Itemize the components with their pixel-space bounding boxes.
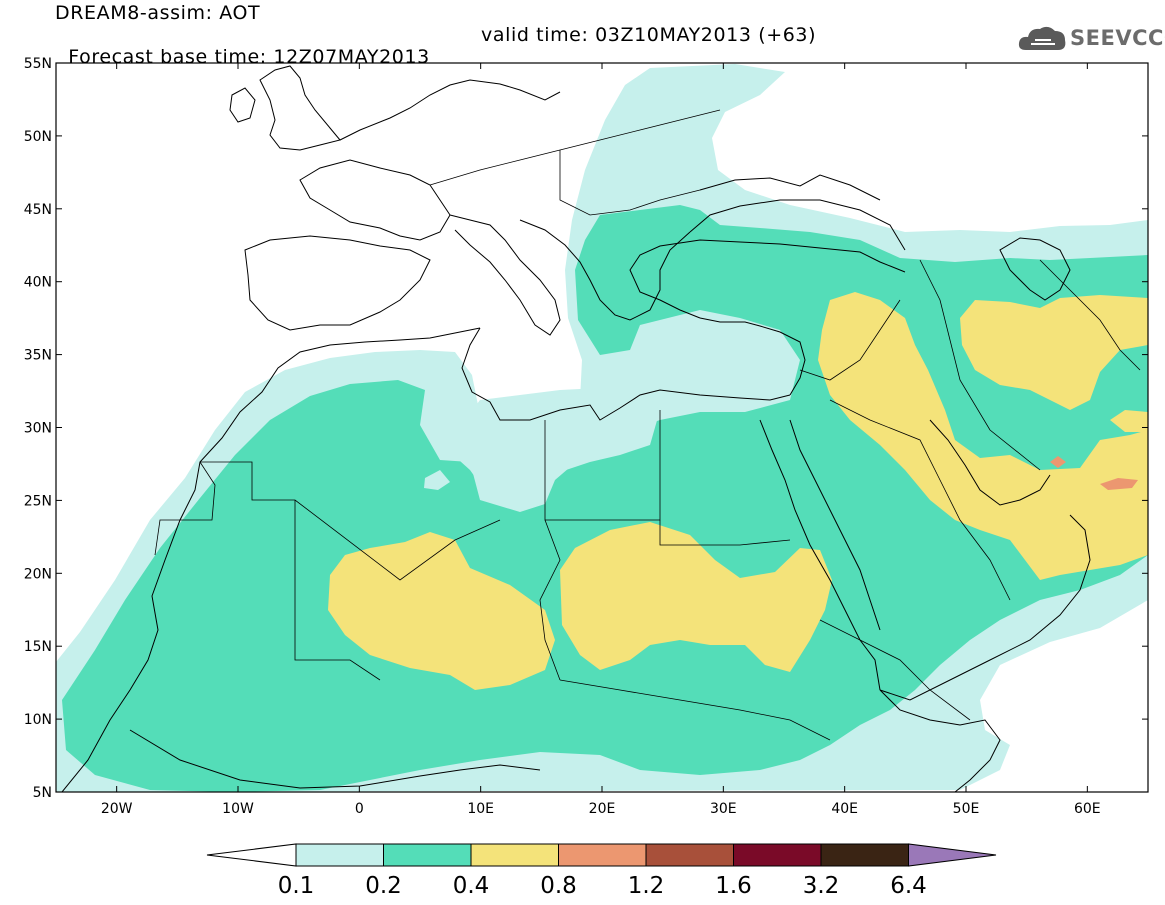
border-libya-egypt [544,410,661,521]
seevccc-logo: SEEVCCC [1018,22,1165,56]
coast-north-europe [339,79,561,141]
aot-field-0.8-a [1050,456,1066,468]
lat-label: 55N [24,56,52,72]
coast-italy [449,214,561,336]
colorbar-under-triangle [206,843,297,867]
aot-field-0.1-west [424,470,450,490]
colorbar-label: 0.8 [540,873,577,899]
lon-label: 50E [953,801,980,817]
aot-field-0.4-iran [960,295,1148,410]
cloud-icon [1018,26,1066,50]
border-mali-niger [294,500,381,681]
lat-label: 35N [24,348,52,364]
lat-label: 40N [24,275,52,291]
coast-africa-west [61,327,481,792]
colorbar-label: 3.2 [803,873,840,899]
lon-label: 10W [222,801,254,817]
coast-black-sea [689,199,906,251]
logo-text: SEEVCCC [1070,26,1165,50]
lon-label: 20E [589,801,616,817]
colorbar-segment [733,843,822,867]
coast-uk [259,65,341,151]
lat-label: 20N [24,566,52,582]
aot-fields [56,64,1148,792]
lat-label: 30N [24,421,52,437]
coast-turkey [629,239,906,319]
colorbar-label: 0.2 [365,873,402,899]
coast-maghreb [461,327,791,421]
colorbar-segment [645,843,734,867]
coast-black-sea-north [699,174,881,201]
border-saudi [829,399,1011,601]
border-central-africa [559,679,831,741]
border-afghanistan [1039,259,1141,371]
colorbar-over-triangle [908,843,997,867]
aot-field-0.4-sahel-central [560,522,832,672]
border-iran [919,259,1041,471]
map-title: DREAM8-assim: AOT [55,2,261,24]
colorbar-label: 1.6 [715,873,752,899]
border-chad [539,519,561,681]
lon-label: 60E [1074,801,1101,817]
colorbar: 0.1 0.2 0.4 0.8 1.2 1.6 3.2 6.4 [206,843,997,899]
coast-gulf-guinea [129,729,541,789]
border-mauritania [154,461,216,556]
lon-label: 10E [467,801,494,817]
border-ethiopia [819,619,971,721]
aot-field-0.4-arabia-east [1110,410,1148,432]
valid-time: valid time: 03Z10MAY2013 (+63) [481,24,817,46]
lat-label: 25N [24,493,52,509]
lon-ticks: 20W 10W 0 10E 20E 30E 40E 50E 60E [101,63,1101,817]
aot-field-0.1-libya [450,388,660,505]
lon-label: 30E [710,801,737,817]
coast-red-sea-east [789,419,881,631]
lat-label: 5N [33,785,52,801]
borders [154,109,1141,741]
colorbar-label: 0.1 [278,873,315,899]
coast-red-sea-west [759,419,881,691]
coast-france [299,159,451,241]
colorbar-label: 1.2 [628,873,665,899]
border-iraq [799,299,901,381]
border-east-europe [559,150,701,216]
lat-ticks: 55N 50N 45N 40N 35N 30N 25N 20N 15N 10N 5N [24,56,1148,801]
lat-label: 10N [24,712,52,728]
aot-field-0.4-arabia [818,292,1148,580]
coast-persian-gulf [929,419,1051,506]
lon-label: 0 [355,801,364,817]
aot-field-0.4-sahel-west [328,532,555,690]
lat-label: 50N [24,129,52,145]
coast-balkans [519,219,691,321]
aot-field-0.8-b [1100,478,1138,490]
coast-levant [699,317,806,396]
border-europe [429,109,721,186]
colorbar-label: 6.4 [890,873,927,899]
colorbar-segment [820,843,909,867]
coast-caspian [999,237,1071,301]
colorbar-segment [470,843,559,867]
coast-horn [879,689,1001,792]
border-sudan [659,520,791,546]
lat-label: 15N [24,639,52,655]
lon-label: 20W [101,801,133,817]
colorbar-segment [295,843,384,867]
colorbar-segment [558,843,647,867]
colorbar-segment [383,843,472,867]
coast-ireland [229,87,256,123]
coast-iberia [244,235,431,331]
lon-label: 40E [831,801,858,817]
lat-label: 45N [24,202,52,218]
coastlines [61,65,1091,792]
aot-field-0.1-egypt-coast [640,356,790,412]
colorbar-label: 0.4 [453,873,490,899]
